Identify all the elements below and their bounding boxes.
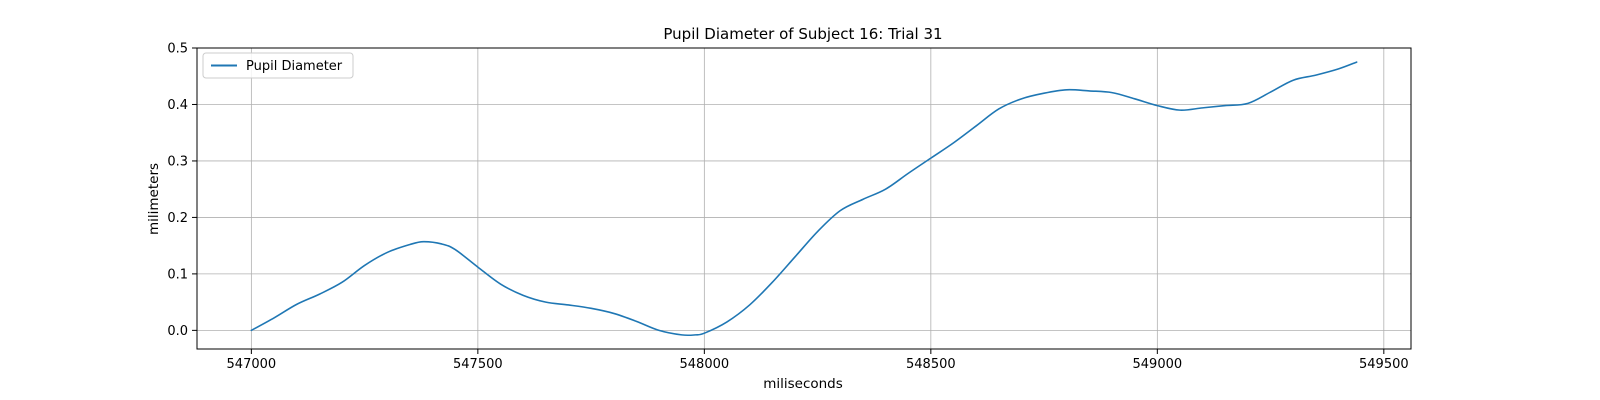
- plot-frame: [196, 47, 1412, 350]
- series-layer: [250, 61, 1358, 337]
- grid: [197, 47, 1411, 349]
- y-tick-label: 0.4: [167, 98, 188, 113]
- y-tick-label: 0.1: [167, 267, 188, 282]
- y-tick-label: 0.5: [167, 42, 188, 57]
- y-tick-label: 0.3: [167, 154, 188, 169]
- legend-label-pupil-diameter: Pupil Diameter: [246, 59, 343, 74]
- y-tick-label: 0.2: [167, 211, 188, 226]
- x-axis-label: miliseconds: [763, 376, 843, 392]
- y-axis-label: milimeters: [146, 163, 162, 235]
- x-tick-label: 548500: [906, 357, 956, 372]
- x-tick-label: 547000: [227, 357, 277, 372]
- x-tick-label: 548000: [680, 357, 730, 372]
- x-tick-label: 547500: [453, 357, 503, 372]
- y-tick-label: 0.0: [167, 324, 188, 339]
- series-line-pupil-diameter: [250, 61, 1358, 337]
- x-tick-label: 549500: [1359, 357, 1409, 372]
- x-tick-label: 549000: [1133, 357, 1183, 372]
- legend: Pupil Diameter: [202, 52, 354, 79]
- legend-box: [202, 52, 354, 79]
- ticks: 547000 547500 548000 548500 549000 549500 0.0 0…: [167, 42, 1408, 373]
- chart-title: Pupil Diameter of Subject 16: Trial 31: [663, 25, 942, 43]
